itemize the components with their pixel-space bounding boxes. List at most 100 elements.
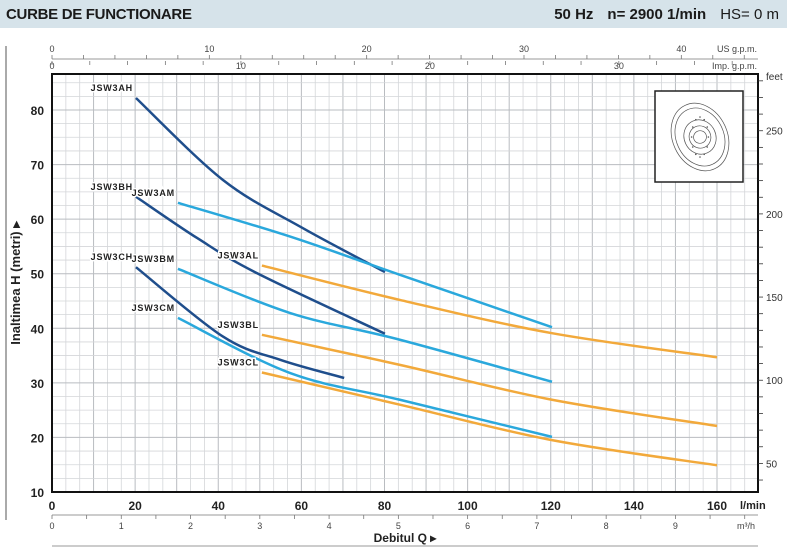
curve-jsw3bh bbox=[135, 195, 386, 335]
impeller-outline bbox=[683, 119, 717, 155]
curve-jsw3am bbox=[177, 201, 553, 329]
imp-gpm-unit-label: Imp. g.p.m. bbox=[712, 61, 757, 71]
curve-jsw3ah bbox=[135, 97, 386, 274]
curve-jsw3bl bbox=[261, 333, 718, 428]
impeller-image bbox=[654, 90, 744, 183]
series-label: JSW3CL bbox=[218, 357, 259, 367]
x-tick-label: 160 bbox=[707, 499, 727, 513]
impeller-hole bbox=[691, 146, 694, 148]
series-jsw3bm: JSW3BM bbox=[130, 252, 553, 383]
y-tick-label: 60 bbox=[31, 213, 45, 227]
speed: n= 2900 1/min bbox=[607, 6, 707, 23]
y-tick-label: 30 bbox=[31, 377, 45, 391]
y-tick-label: 10 bbox=[31, 486, 45, 500]
series-label: JSW3AL bbox=[218, 251, 259, 261]
feet-tick-label: 100 bbox=[766, 376, 783, 387]
us-gpm-unit-label: US g.p.m. bbox=[717, 44, 757, 54]
m3h-tick-label: 2 bbox=[188, 521, 193, 531]
feet-tick-label: 250 bbox=[766, 127, 783, 138]
impeller-outline bbox=[693, 130, 707, 144]
y-tick-label: 80 bbox=[31, 104, 45, 118]
series-label: JSW3CM bbox=[132, 303, 175, 313]
us-gpm-tick-label: 10 bbox=[204, 44, 214, 54]
imp-gpm-tick-label: 0 bbox=[49, 61, 54, 71]
m3h-tick-label: 9 bbox=[673, 521, 678, 531]
impeller-hole bbox=[703, 118, 705, 121]
us-gpm-tick-label: 0 bbox=[49, 44, 54, 54]
us-gpm-tick-label: 20 bbox=[362, 44, 372, 54]
x-tick-label: 40 bbox=[212, 499, 226, 513]
impeller-outline bbox=[670, 102, 730, 172]
m3h-tick-label: 4 bbox=[327, 521, 332, 531]
feet-tick-label: 50 bbox=[766, 459, 778, 470]
grid bbox=[51, 74, 758, 493]
impeller-hole bbox=[703, 153, 705, 156]
impeller-outline bbox=[688, 125, 712, 149]
impeller-hole bbox=[695, 153, 697, 156]
feet-tick-label: 150 bbox=[766, 293, 783, 304]
m3h-tick-label: 6 bbox=[465, 521, 470, 531]
x-tick-label: 80 bbox=[378, 499, 392, 513]
series-jsw3bl: JSW3BL bbox=[216, 318, 718, 428]
y-tick-label: 20 bbox=[31, 431, 45, 445]
curve-jsw3bm bbox=[177, 267, 553, 383]
us-gpm-tick-label: 40 bbox=[676, 44, 686, 54]
x-tick-label: 120 bbox=[541, 499, 561, 513]
y-tick-label: 50 bbox=[31, 268, 45, 282]
operating-conditions: 50 Hz n= 2900 1/min HS= 0 m bbox=[540, 6, 779, 23]
series-label: JSW3CH bbox=[91, 252, 133, 262]
y-tick-label: 70 bbox=[31, 159, 45, 173]
curve-jsw3cl bbox=[261, 371, 718, 467]
frequency: 50 Hz bbox=[554, 6, 594, 23]
imp-gpm-tick-label: 30 bbox=[614, 61, 624, 71]
header-bar: CURBE DE FUNCTIONARE 50 Hz n= 2900 1/min H… bbox=[0, 0, 787, 28]
impeller-frame bbox=[654, 90, 744, 183]
plot-frame bbox=[51, 73, 759, 493]
impeller-hole bbox=[706, 126, 709, 128]
x-tick-label: 60 bbox=[295, 499, 309, 513]
series-jsw3cm: JSW3CM bbox=[130, 301, 553, 439]
x-axis-label: Debitul Q ▸ bbox=[374, 531, 438, 545]
series-jsw3cl: JSW3CL bbox=[216, 356, 718, 467]
impeller-hole bbox=[699, 156, 701, 158]
imp-gpm-tick-label: 10 bbox=[236, 61, 246, 71]
impeller-hole bbox=[690, 136, 693, 138]
series-jsw3am: JSW3AM bbox=[130, 186, 553, 329]
series-jsw3bh: JSW3BH bbox=[89, 180, 386, 335]
imp-gpm-tick-label: 20 bbox=[425, 61, 435, 71]
series-label: JSW3AH bbox=[91, 83, 133, 93]
m3h-unit-label: m³/h bbox=[737, 521, 755, 531]
m3h-tick-label: 8 bbox=[604, 521, 609, 531]
impeller-hole bbox=[695, 118, 697, 121]
x-tick-label: 0 bbox=[49, 499, 56, 513]
series-label: JSW3BL bbox=[218, 320, 259, 330]
page-title: CURBE DE FUNCTIONARE bbox=[6, 6, 192, 23]
series-label: JSW3BH bbox=[91, 182, 133, 192]
x-tick-label: 20 bbox=[128, 499, 142, 513]
m3h-tick-label: 3 bbox=[257, 521, 262, 531]
y-tick-label: 40 bbox=[31, 322, 45, 336]
feet-unit-label: feet bbox=[766, 72, 783, 83]
impeller-hole bbox=[699, 116, 701, 118]
us-gpm-tick-label: 30 bbox=[519, 44, 529, 54]
series-jsw3ah: JSW3AH bbox=[89, 81, 386, 274]
impeller-hole bbox=[706, 146, 709, 148]
m3h-tick-label: 5 bbox=[396, 521, 401, 531]
curve-jsw3ch bbox=[135, 266, 345, 380]
series-jsw3ch: JSW3CH bbox=[89, 251, 345, 380]
suction-height: HS= 0 m bbox=[720, 6, 779, 23]
x-tick-label: 100 bbox=[458, 499, 478, 513]
series-label: JSW3AM bbox=[132, 188, 175, 198]
impeller-hole bbox=[691, 126, 694, 128]
m3h-tick-label: 1 bbox=[119, 521, 124, 531]
curve-jsw3cm bbox=[177, 316, 553, 439]
y-axis-label: Inaltimea H (metri) ▸ bbox=[8, 220, 23, 345]
impeller-outline bbox=[674, 107, 726, 167]
curve-jsw3al bbox=[261, 264, 718, 359]
impeller-hole bbox=[707, 136, 710, 138]
x-unit-label: l/min bbox=[740, 500, 766, 512]
x-tick-label: 140 bbox=[624, 499, 644, 513]
m3h-tick-label: 7 bbox=[534, 521, 539, 531]
m3h-tick-label: 0 bbox=[49, 521, 54, 531]
